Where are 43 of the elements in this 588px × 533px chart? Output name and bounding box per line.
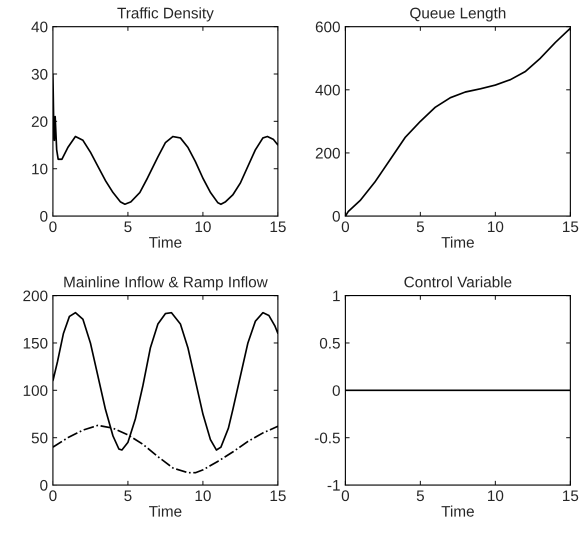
y-tick-label: 10: [32, 164, 48, 174]
chart-title: Mainline Inflow & Ramp Inflow: [64, 276, 268, 290]
x-tick-label: 10: [196, 490, 211, 502]
x-tick-label: 5: [416, 221, 424, 232]
y-tick-label: 200: [316, 148, 340, 159]
x-tick-label: 10: [196, 221, 211, 232]
x-tick-label: 15: [270, 490, 286, 502]
y-tick-label: -1: [328, 480, 340, 491]
chart-title: Traffic Density: [117, 7, 214, 22]
x-axis-title: Time: [149, 236, 182, 248]
y-tick-label: 0.5: [320, 338, 340, 349]
y-tick-label: 200: [23, 290, 48, 302]
y-tick-label: 40: [31, 22, 48, 32]
x-axis-title: Time: [442, 236, 474, 248]
x-tick-label: 15: [270, 221, 286, 232]
y-tick-label: 100: [24, 385, 48, 396]
x-tick-label: 15: [563, 221, 578, 232]
x-tick-label: 0: [342, 221, 350, 232]
y-tick-label: 0: [332, 385, 340, 396]
y-tick-label: 400: [315, 84, 340, 96]
y-tick-label: 0: [40, 480, 48, 491]
x-tick-label: 5: [124, 490, 132, 502]
x-tick-label: 0: [49, 490, 57, 502]
y-tick-label: 1: [333, 290, 340, 302]
x-axis-title: Time: [149, 506, 182, 517]
y-tick-label: 150: [24, 338, 48, 349]
chart-title: Queue Length: [410, 7, 506, 22]
x-tick-label: 0: [342, 490, 350, 502]
x-axis-title: Time: [442, 506, 474, 517]
y-tick-label: 50: [32, 432, 48, 444]
x-tick-label: 5: [124, 221, 132, 232]
y-tick-label: 0: [40, 210, 48, 222]
y-tick-label: -0.5: [314, 432, 340, 444]
x-tick-label: 10: [488, 221, 504, 232]
chart-title: Control Variable: [404, 276, 512, 288]
y-tick-label: 30: [32, 68, 48, 80]
x-tick-label: 0: [49, 221, 57, 232]
y-tick-label: 20: [32, 116, 48, 128]
y-tick-label: 600: [316, 22, 340, 32]
x-tick-label: 10: [488, 490, 504, 502]
y-tick-label: 0: [332, 210, 340, 222]
x-tick-label: 5: [416, 490, 424, 502]
x-tick-label: 15: [563, 490, 578, 502]
